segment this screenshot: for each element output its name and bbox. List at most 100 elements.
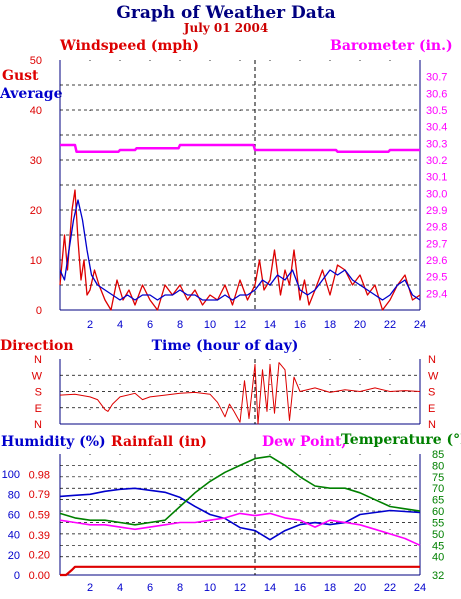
hour-tick-label: 18 (324, 319, 336, 331)
hour-tick-label: 16 (294, 319, 306, 331)
temperature-tick-label: 80 (432, 460, 444, 472)
series-gust (59, 189, 421, 311)
hour-tick-label-bottom: 14 (264, 582, 276, 594)
hour-tick-label: 8 (177, 319, 183, 331)
hour-tick-label-bottom: 8 (177, 582, 183, 594)
humidity-tick-label: 100 (2, 469, 20, 481)
humidity-tick-label: 0 (14, 570, 20, 582)
rainfall-tick-label: 0.98 (29, 470, 50, 482)
hour-tick-label: 22 (384, 319, 396, 331)
barometer-tick-label: 30.1 (426, 172, 447, 184)
barometer-tick-label: 29.5 (426, 272, 447, 284)
gust-label: Gust (2, 68, 39, 84)
hour-tick-label: 20 (354, 319, 366, 331)
windspeed-tick-label: 10 (30, 255, 42, 267)
rainfall-tick-label: 0.59 (29, 510, 50, 522)
hour-tick-label: 12 (234, 319, 246, 331)
barometer-tick-label: 30.6 (426, 88, 447, 100)
temperature-tick-label: 32 (432, 570, 444, 582)
windspeed-tick-label: 30 (30, 155, 42, 167)
hour-tick-label-bottom: 18 (324, 582, 336, 594)
hour-tick-label: 4 (117, 319, 123, 331)
hour-tick-label-bottom: 24 (414, 582, 426, 594)
hour-tick-label: 6 (147, 319, 153, 331)
panel-frames (59, 60, 421, 576)
direction-tick-right: S (428, 387, 435, 399)
direction-tick-left: W (32, 370, 43, 382)
barometer-axis-label: Barometer (in.) (330, 38, 453, 54)
temperature-tick-label: 55 (432, 517, 444, 529)
direction-tick-right: N (428, 419, 436, 431)
chart-title: Graph of Weather Data (116, 3, 335, 23)
rainfall-tick-label: 0.39 (29, 530, 50, 542)
rainfall-tick-label: 0.20 (29, 549, 50, 561)
hour-tick-label-bottom: 16 (294, 582, 306, 594)
hour-tick-label-bottom: 2 (87, 582, 93, 594)
series-temperature (59, 455, 421, 526)
barometer-tick-label: 29.4 (426, 288, 447, 300)
humidity-tick-label: 60 (8, 510, 20, 522)
direction-tick-left: N (34, 419, 42, 431)
temperature-tick-label: 60 (432, 506, 444, 518)
hour-tick-label-bottom: 12 (234, 582, 246, 594)
direction-tick-left: S (35, 387, 42, 399)
temperature-tick-label: 65 (432, 495, 444, 507)
hour-tick-label-bottom: 6 (147, 582, 153, 594)
series-rainfall (60, 565, 420, 577)
temperature-tick-label: 40 (432, 552, 444, 564)
x-axis-label: Time (hour of day) (152, 338, 299, 354)
windspeed-tick-label: 0 (36, 305, 42, 317)
temperature-tick-label: 85 (432, 449, 444, 461)
temperature-tick-label: 75 (432, 472, 444, 484)
humidity-axis-label: Humidity (%) (1, 434, 106, 450)
series-direction (59, 362, 421, 425)
humidity-tick-label: 20 (8, 550, 20, 562)
dewpoint-label: Dew Point, (262, 434, 346, 450)
direction-axis-label: Direction (0, 338, 74, 354)
chart-subtitle: July 01 2004 (183, 21, 268, 35)
hour-tick-label: 10 (204, 319, 216, 331)
tick-labels: 0102030405029.429.529.629.729.829.930.03… (2, 55, 448, 594)
barometer-tick-label: 30.3 (426, 138, 447, 150)
rainfall-tick-label: 0.00 (29, 570, 50, 582)
temperature-axis-label: Temperature (°F) (341, 432, 461, 448)
hour-tick-label: 24 (414, 319, 426, 331)
barometer-tick-label: 30.7 (426, 72, 447, 84)
barometer-tick-label: 29.6 (426, 255, 447, 267)
direction-tick-right: W (428, 370, 439, 382)
barometer-tick-label: 29.9 (426, 205, 447, 217)
barometer-tick-label: 30.5 (426, 105, 447, 117)
temperature-tick-label: 45 (432, 540, 444, 552)
temperature-tick-label: 50 (432, 529, 444, 541)
rainfall-axis-label: Rainfall (in) (111, 434, 207, 450)
humidity-tick-label: 40 (8, 530, 20, 542)
temperature-tick-label: 70 (432, 483, 444, 495)
series-lines (59, 143, 421, 577)
windspeed-tick-label: 20 (30, 205, 42, 217)
barometer-tick-label: 29.8 (426, 222, 447, 234)
direction-tick-left: E (35, 403, 42, 415)
hour-tick-label-bottom: 10 (204, 582, 216, 594)
windspeed-axis-label: Windspeed (mph) (59, 38, 199, 54)
direction-tick-left: N (34, 354, 42, 366)
gridlines (60, 60, 420, 575)
hour-tick-label-bottom: 4 (117, 582, 123, 594)
series-humidity (59, 487, 421, 541)
rainfall-tick-label: 0.79 (29, 489, 50, 501)
series-average (59, 199, 421, 301)
barometer-tick-label: 30.4 (426, 122, 447, 134)
barometer-tick-label: 30.0 (426, 188, 447, 200)
series-barometer (60, 143, 420, 153)
barometer-tick-label: 29.7 (426, 238, 447, 250)
windspeed-tick-label: 50 (30, 55, 42, 67)
direction-tick-right: E (428, 403, 435, 415)
series-dew-point (59, 512, 421, 547)
humidity-tick-label: 80 (8, 489, 20, 501)
hour-tick-label: 2 (87, 319, 93, 331)
hour-tick-label: 14 (264, 319, 276, 331)
hour-tick-label-bottom: 20 (354, 582, 366, 594)
direction-tick-right: N (428, 354, 436, 366)
barometer-tick-label: 30.2 (426, 155, 447, 167)
windspeed-tick-label: 40 (30, 105, 42, 117)
